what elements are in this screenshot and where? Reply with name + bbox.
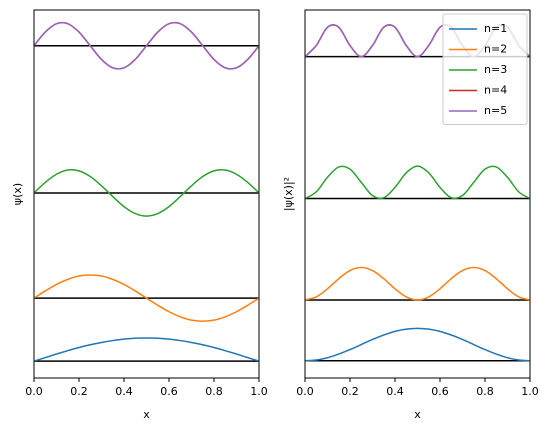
x-tick-label: 0.4 <box>386 385 404 398</box>
legend-label: n=5 <box>484 104 507 117</box>
x-tick-label: 1.0 <box>250 385 268 398</box>
plot-area <box>34 21 259 362</box>
legend-label: n=1 <box>484 22 507 35</box>
curve <box>34 274 259 322</box>
axes-frame <box>33 9 260 379</box>
x-tick-label: 0.8 <box>205 385 223 398</box>
axes-frame <box>304 9 531 379</box>
curve <box>34 169 259 217</box>
x-tick-label: 0.2 <box>341 385 359 398</box>
curve <box>305 266 530 301</box>
x-tick-label: 1.0 <box>521 385 539 398</box>
legend-label: n=3 <box>484 63 507 76</box>
y-axis-label: ψ(x) <box>11 183 24 205</box>
x-tick-label: 0.8 <box>476 385 494 398</box>
curve <box>305 327 530 362</box>
y-axis-label: |ψ(x)|² <box>282 177 295 211</box>
x-tick-label: 0.0 <box>25 385 43 398</box>
legend-label: n=4 <box>484 84 507 97</box>
x-tick-label: 0.6 <box>160 385 178 398</box>
curve <box>305 165 530 200</box>
curve <box>34 21 259 70</box>
legend-label: n=2 <box>484 43 507 56</box>
x-axis-label: x <box>414 408 421 421</box>
x-axis-label: x <box>143 408 150 421</box>
x-tick-label: 0.6 <box>431 385 449 398</box>
x-tick-label: 0.2 <box>70 385 88 398</box>
x-tick-label: 0.4 <box>115 385 133 398</box>
curve <box>34 337 259 362</box>
x-tick-label: 0.0 <box>296 385 314 398</box>
legend-box <box>442 13 528 125</box>
